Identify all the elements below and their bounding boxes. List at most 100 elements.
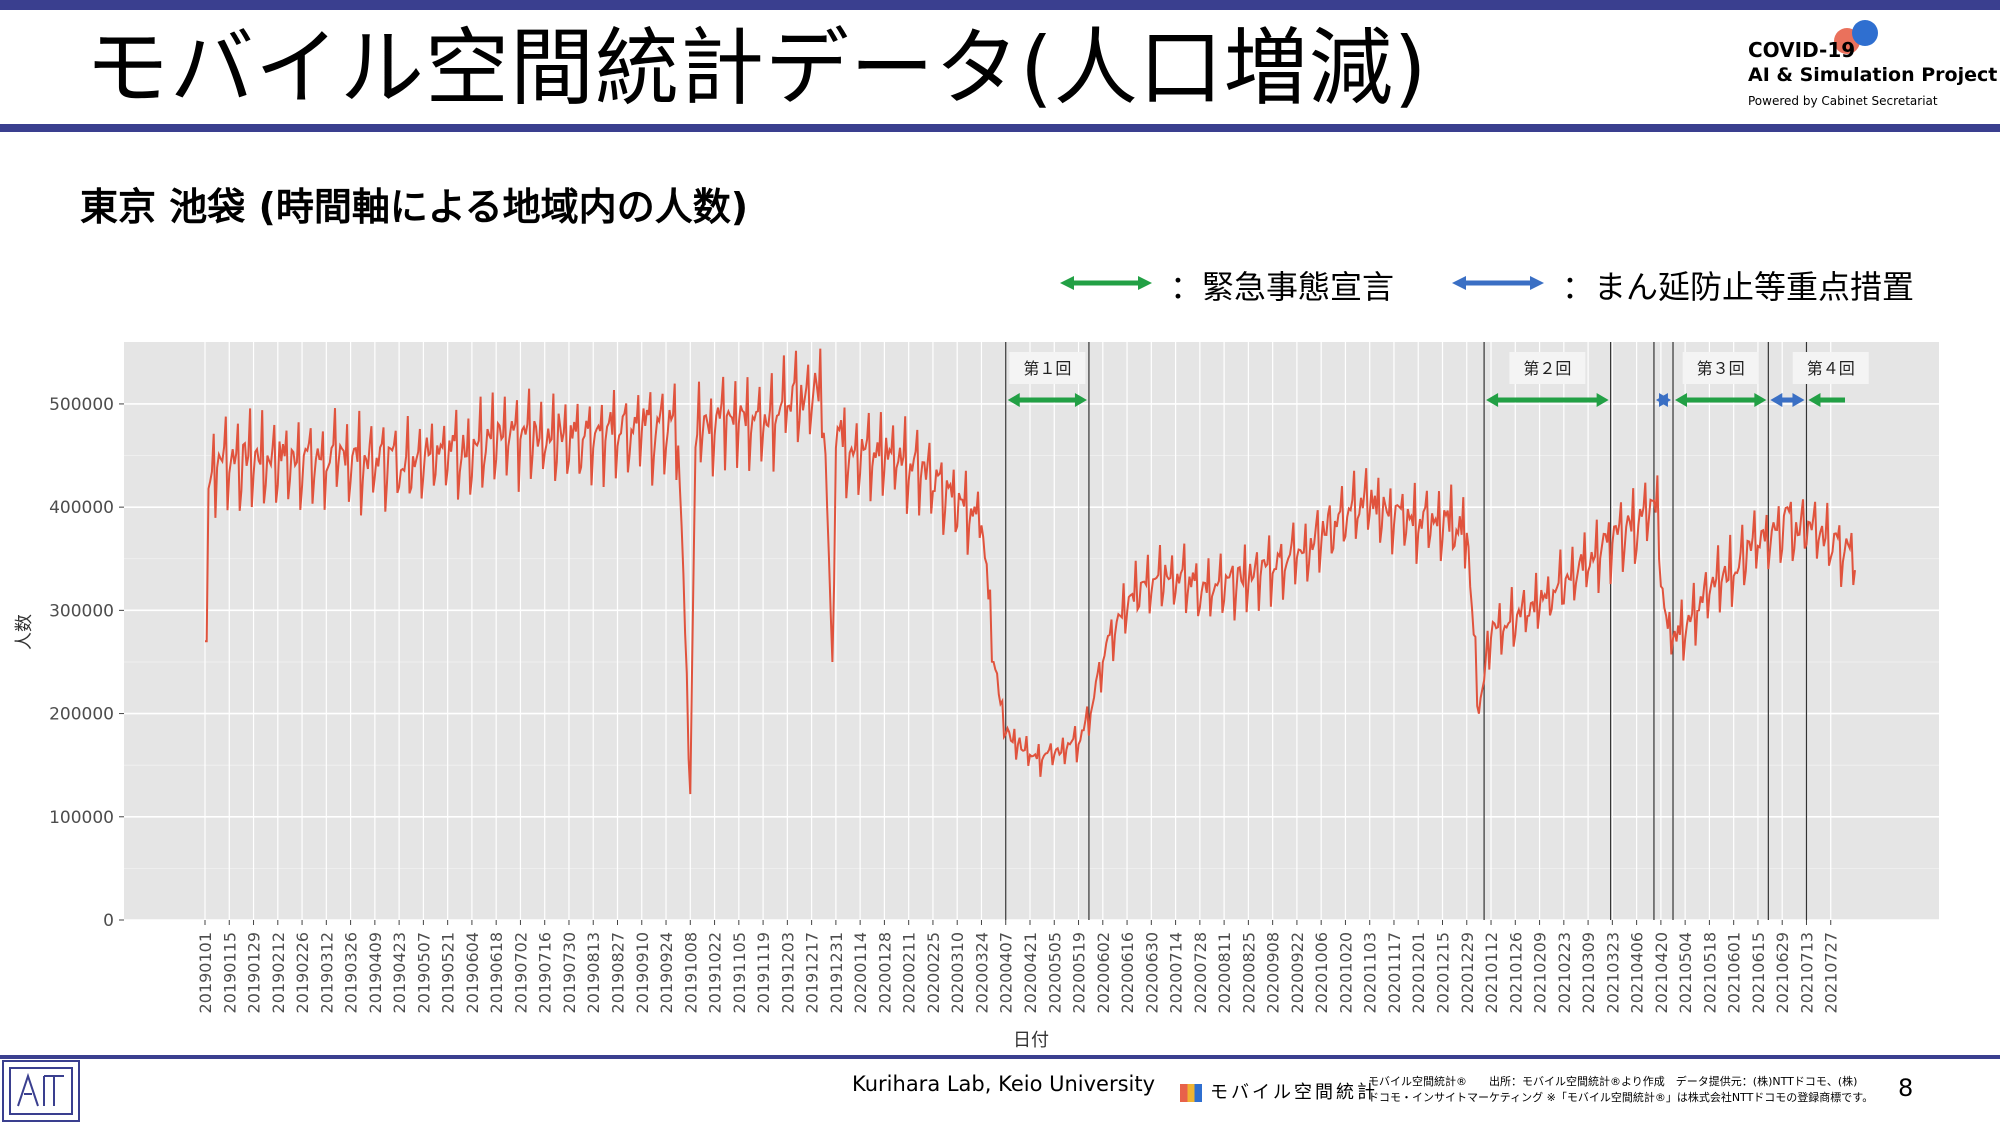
x-tick-label: 20190827 bbox=[609, 932, 628, 1013]
legend-emergency: ：緊急事態宣言 bbox=[1060, 262, 1440, 306]
event-arrow-head-right bbox=[1754, 393, 1767, 407]
x-tick-label: 20191008 bbox=[681, 932, 700, 1013]
x-tick-label: 20200225 bbox=[924, 932, 943, 1013]
x-tick-label: 20191217 bbox=[803, 932, 822, 1013]
x-tick-label: 20210406 bbox=[1628, 932, 1647, 1013]
x-tick-label: 20200505 bbox=[1045, 932, 1064, 1013]
event-arrow-head-left bbox=[1675, 393, 1688, 407]
x-tick-label: 20200128 bbox=[875, 932, 894, 1013]
x-tick-label: 20210112 bbox=[1482, 932, 1501, 1013]
x-tick-label: 20200616 bbox=[1118, 932, 1137, 1013]
x-tick-label: 20200114 bbox=[851, 932, 870, 1013]
footer-divider bbox=[0, 1055, 2000, 1059]
y-tick-label: 0 bbox=[103, 911, 114, 931]
x-tick-label: 20210323 bbox=[1603, 932, 1622, 1013]
y-tick-label: 500000 bbox=[49, 395, 114, 415]
x-tick-label: 20190507 bbox=[414, 932, 433, 1013]
x-tick-label: 20200310 bbox=[948, 932, 967, 1013]
x-tick-label: 20201117 bbox=[1385, 932, 1404, 1013]
footer-note-line1: モバイル空間統計® 出所：モバイル空間統計®より作成 データ提供元：(株)NTT… bbox=[1368, 1075, 1858, 1088]
x-tick-label: 20200922 bbox=[1288, 932, 1307, 1013]
y-tick-label: 400000 bbox=[49, 498, 114, 518]
x-tick-label: 20200728 bbox=[1191, 932, 1210, 1013]
x-tick-label: 20200519 bbox=[1070, 932, 1089, 1013]
event-label-box bbox=[1509, 352, 1586, 384]
x-tick-label: 20190101 bbox=[196, 932, 215, 1013]
project-logo: COVID-19 AI & Simulation Project Powered… bbox=[1748, 20, 1997, 117]
event-arrow bbox=[1770, 393, 1805, 407]
blue-double-arrow-icon bbox=[1452, 276, 1544, 290]
footer-note-line2: ドコモ・インサイトマーケティング ※「モバイル空間統計®」は株式会社NTTドコモ… bbox=[1368, 1091, 1874, 1104]
y-axis-ticks: 0 100000 200000 300000 400000 500000 bbox=[49, 395, 124, 931]
x-axis-ticks: 20190101 20190115 20190129 20190212 20190226… bbox=[196, 920, 1841, 1013]
x-tick-label: 20200630 bbox=[1142, 932, 1161, 1013]
footer-brand-text: モバイル空間統計 bbox=[1210, 1082, 1378, 1103]
x-tick-label: 20190604 bbox=[463, 932, 482, 1013]
event-label: 第３回 bbox=[1697, 359, 1745, 378]
event-arrow-head-right bbox=[1596, 393, 1609, 407]
x-tick-label: 20210223 bbox=[1555, 932, 1574, 1013]
logo-text-line1: COVID-19 bbox=[1748, 38, 1856, 62]
x-tick-label: 20200407 bbox=[997, 932, 1016, 1013]
y-tick-label: 300000 bbox=[49, 601, 114, 621]
event-label-box bbox=[1682, 352, 1759, 384]
x-tick-label: 20210309 bbox=[1579, 932, 1598, 1013]
event-label: 第４回 bbox=[1807, 359, 1855, 378]
x-tick-label: 20210518 bbox=[1700, 932, 1719, 1013]
x-tick-label: 20190924 bbox=[657, 932, 676, 1013]
x-tick-label: 20201020 bbox=[1336, 932, 1355, 1013]
footer-brand-logo: モバイル空間統計 bbox=[1180, 1078, 1378, 1104]
x-tick-label: 20190326 bbox=[342, 932, 361, 1013]
footer-credit: Kurihara Lab, Keio University bbox=[852, 1072, 1156, 1096]
event-arrow-head-left bbox=[1486, 393, 1499, 407]
y-axis-label: 人数 bbox=[14, 614, 35, 650]
page-number: 8 bbox=[1898, 1074, 1914, 1102]
logo-text-line2: AI & Simulation Project bbox=[1748, 64, 1998, 86]
university-emblem-icon bbox=[9, 1067, 73, 1115]
x-tick-label: 20190730 bbox=[560, 932, 579, 1013]
page-title: モバイル空間統計データ(人口増減) bbox=[85, 19, 1428, 117]
x-tick-label: 20201103 bbox=[1361, 932, 1380, 1013]
x-tick-label: 20191231 bbox=[827, 932, 846, 1013]
x-tick-label: 20210727 bbox=[1822, 932, 1841, 1013]
logo-text-line3: Powered by Cabinet Secretariat bbox=[1748, 94, 1938, 108]
event-arrow-head-left bbox=[1007, 393, 1020, 407]
y-tick-label: 200000 bbox=[49, 705, 114, 725]
x-tick-label: 20210629 bbox=[1773, 932, 1792, 1013]
x-tick-label: 20190423 bbox=[390, 932, 409, 1013]
logo-blue-circle bbox=[1852, 20, 1878, 46]
event-markers: 第１回 第２回 第３回 第４回 bbox=[1005, 342, 1869, 920]
x-tick-label: 20190716 bbox=[536, 932, 555, 1013]
x-tick-label: 20190226 bbox=[293, 932, 312, 1013]
footer-note: モバイル空間統計® 出所：モバイル空間統計®より作成 データ提供元：(株)NTT… bbox=[1368, 1074, 1873, 1106]
x-tick-label: 20191105 bbox=[730, 932, 749, 1013]
x-tick-label: 20190618 bbox=[487, 932, 506, 1013]
event-arrow-head-right bbox=[1074, 393, 1087, 407]
x-tick-label: 20210601 bbox=[1725, 932, 1744, 1013]
x-tick-label: 20201006 bbox=[1312, 932, 1331, 1013]
event-arrow bbox=[1007, 393, 1087, 407]
chart-subtitle: 東京 池袋 (時間軸による地域内の人数) bbox=[80, 185, 749, 229]
x-tick-label: 20210209 bbox=[1531, 932, 1550, 1013]
green-double-arrow-icon bbox=[1060, 276, 1152, 290]
x-axis-label: 日付 bbox=[1013, 1030, 1049, 1051]
population-line-chart: 第１回 第２回 第３回 第４回 0 100000 200000 300000 400000 50… bbox=[14, 342, 1939, 1051]
x-tick-label: 20200714 bbox=[1167, 932, 1186, 1013]
x-tick-label: 20190212 bbox=[269, 932, 288, 1013]
x-tick-label: 20201229 bbox=[1458, 932, 1477, 1013]
x-tick-label: 20190312 bbox=[317, 932, 336, 1013]
event-arrow bbox=[1808, 393, 1845, 407]
x-tick-label: 20190115 bbox=[220, 932, 239, 1013]
x-tick-label: 20190813 bbox=[584, 932, 603, 1013]
event-arrow-head-left bbox=[1770, 393, 1783, 407]
event-arrow-head-right bbox=[1659, 393, 1672, 407]
x-tick-label: 20200825 bbox=[1239, 932, 1258, 1013]
x-tick-label: 20200908 bbox=[1264, 932, 1283, 1013]
x-tick-label: 20191203 bbox=[778, 932, 797, 1013]
x-tick-label: 20200602 bbox=[1094, 932, 1113, 1013]
x-tick-label: 20201201 bbox=[1409, 932, 1428, 1013]
x-tick-label: 20200324 bbox=[972, 932, 991, 1013]
event-arrow-head-right bbox=[1792, 393, 1805, 407]
header-divider bbox=[0, 124, 2000, 132]
event-arrow bbox=[1675, 393, 1767, 407]
